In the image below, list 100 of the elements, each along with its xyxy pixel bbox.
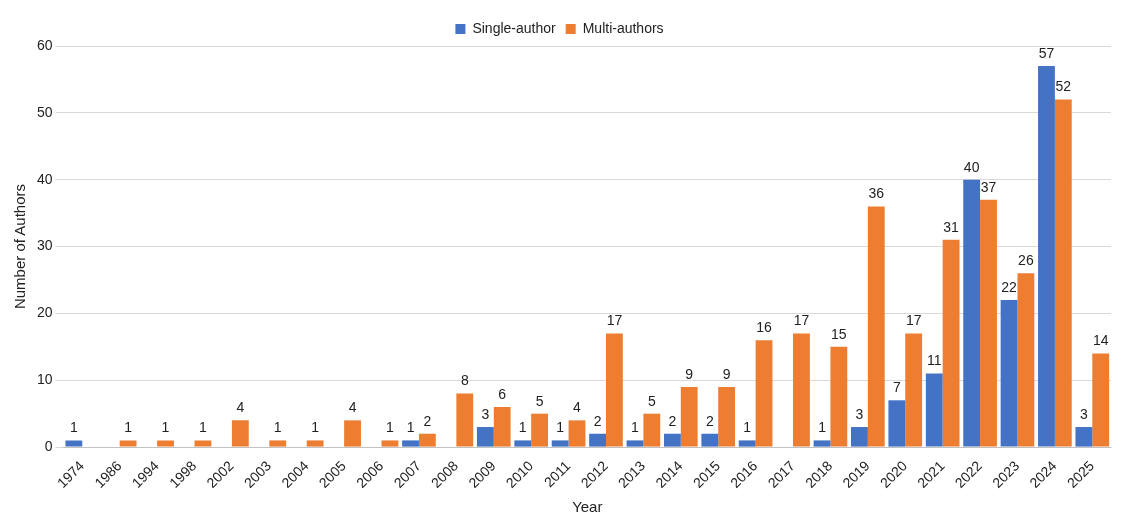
y-tick-label: 30 <box>36 237 53 254</box>
bar <box>680 386 698 447</box>
bar <box>65 440 83 447</box>
bar <box>231 420 249 447</box>
bar <box>738 440 756 447</box>
y-tick-label: 50 <box>36 103 53 120</box>
bar <box>1017 273 1035 447</box>
y-tick-label: 10 <box>36 371 53 388</box>
y-tick-label: 20 <box>36 304 53 321</box>
bar <box>1000 300 1018 447</box>
data-label: 9 <box>685 365 694 382</box>
data-label: 2 <box>705 412 714 429</box>
bar <box>306 440 324 447</box>
bar <box>1092 353 1110 447</box>
data-label: 57 <box>1038 44 1055 61</box>
data-label: 1 <box>518 419 527 436</box>
data-label: 2 <box>668 412 677 429</box>
legend-label: Single-author <box>472 19 557 36</box>
data-label: 31 <box>943 218 960 235</box>
x-axis-title: Year <box>572 498 603 516</box>
bar <box>514 440 532 447</box>
bar <box>568 420 586 447</box>
data-label: 9 <box>722 365 731 382</box>
bar <box>813 440 831 447</box>
bar <box>531 413 549 447</box>
bar <box>269 440 287 447</box>
data-label: 17 <box>793 312 810 329</box>
data-label: 5 <box>647 392 656 409</box>
legend-label: Multi-authors <box>582 19 664 36</box>
data-label: 1 <box>69 419 78 436</box>
data-label: 1 <box>161 419 170 436</box>
y-axis-title: Number of Authors <box>11 184 29 310</box>
data-label: 1 <box>406 419 415 436</box>
data-label: 1 <box>311 419 320 436</box>
data-label: 11 <box>926 352 942 369</box>
data-label: 52 <box>1055 78 1072 95</box>
bar <box>344 420 361 447</box>
data-label: 17 <box>606 312 623 329</box>
data-label: 16 <box>756 319 773 335</box>
data-label: 36 <box>868 185 885 202</box>
y-tick-label: 40 <box>36 170 53 187</box>
bar <box>663 433 681 447</box>
data-label: 40 <box>963 158 980 175</box>
bar <box>194 440 212 447</box>
bar <box>643 413 661 447</box>
data-label: 37 <box>980 178 997 195</box>
data-label: 2 <box>593 412 602 429</box>
bar <box>851 427 868 447</box>
bar <box>980 199 997 447</box>
data-label: 3 <box>481 405 490 422</box>
bar <box>456 393 474 447</box>
bar <box>157 440 174 447</box>
data-label: 1 <box>818 419 827 436</box>
bar <box>119 440 137 447</box>
data-label: 17 <box>905 312 922 329</box>
data-label: 4 <box>573 399 582 416</box>
data-label: 1 <box>386 419 395 436</box>
bar <box>551 440 569 447</box>
data-label: 1 <box>743 419 752 436</box>
bar <box>1075 427 1093 447</box>
bar <box>925 373 943 447</box>
bar <box>1038 66 1055 447</box>
bar <box>718 386 736 447</box>
bar <box>942 239 960 447</box>
data-label: 3 <box>855 405 864 422</box>
data-label: 1 <box>273 419 282 436</box>
data-label: 6 <box>498 385 507 402</box>
data-label: 5 <box>535 392 544 409</box>
data-label: 4 <box>236 399 245 416</box>
bar <box>476 427 494 447</box>
bar <box>888 400 906 447</box>
data-label: 4 <box>348 399 357 416</box>
data-label: 14 <box>1092 332 1109 349</box>
data-label: 7 <box>892 379 901 396</box>
bar <box>589 433 606 447</box>
data-label: 1 <box>124 419 133 436</box>
bar <box>830 346 848 447</box>
bar <box>418 433 436 447</box>
bar <box>963 179 981 447</box>
data-label: 22 <box>1001 278 1018 295</box>
data-label: 1 <box>556 419 565 436</box>
bar <box>701 433 719 447</box>
bar <box>867 206 885 447</box>
bar <box>905 333 923 447</box>
data-label: 3 <box>1079 405 1088 422</box>
data-label: 15 <box>831 325 847 342</box>
bar <box>1054 99 1072 447</box>
bar <box>605 333 623 447</box>
y-tick-label: 0 <box>44 437 53 454</box>
data-label: 8 <box>460 372 469 389</box>
data-label: 1 <box>199 419 208 436</box>
bar <box>755 340 773 447</box>
data-label: 2 <box>423 412 432 429</box>
bar <box>626 440 644 447</box>
bar <box>381 440 399 447</box>
data-label: 1 <box>631 419 640 436</box>
y-tick-label: 60 <box>36 36 53 53</box>
bar <box>793 333 810 447</box>
bar <box>493 406 511 447</box>
data-label: 26 <box>1018 252 1034 269</box>
